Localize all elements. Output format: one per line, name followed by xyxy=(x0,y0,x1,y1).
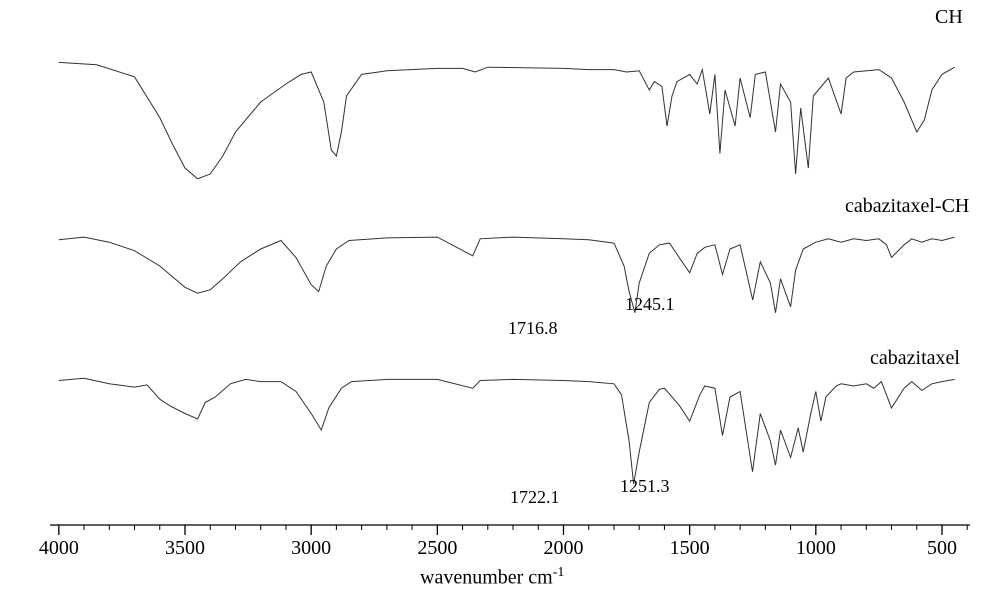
chart-svg xyxy=(0,0,1000,605)
x-tick-label: 3000 xyxy=(291,537,331,560)
x-axis-label: wavenumber cm-1 xyxy=(420,565,564,590)
x-tick-label: 3500 xyxy=(165,537,205,560)
ftir-chart: CH cabazitaxel-CH 1716.8 1245.1 cabazitaxel 1… xyxy=(0,0,1000,605)
peak-label: 1251.3 xyxy=(620,476,670,497)
x-tick-label: 1500 xyxy=(670,537,710,560)
spectrum-cabazitaxel-CH xyxy=(59,237,955,313)
series-label-cabazitaxel: cabazitaxel xyxy=(870,347,960,370)
x-tick-label: 2500 xyxy=(417,537,457,560)
peak-label: 1716.8 xyxy=(508,318,558,339)
x-tick-label: 2000 xyxy=(543,537,583,560)
peak-label: 1722.1 xyxy=(510,487,560,508)
x-tick-label: 500 xyxy=(927,537,957,560)
peak-label: 1245.1 xyxy=(625,294,675,315)
x-tick-label: 1000 xyxy=(796,537,836,560)
spectrum-CH xyxy=(59,62,955,178)
series-label-cabazitaxel-CH: cabazitaxel-CH xyxy=(845,195,969,218)
x-tick-label: 4000 xyxy=(39,537,79,560)
series-label-CH: CH xyxy=(935,6,963,29)
spectrum-cabazitaxel xyxy=(59,378,955,484)
